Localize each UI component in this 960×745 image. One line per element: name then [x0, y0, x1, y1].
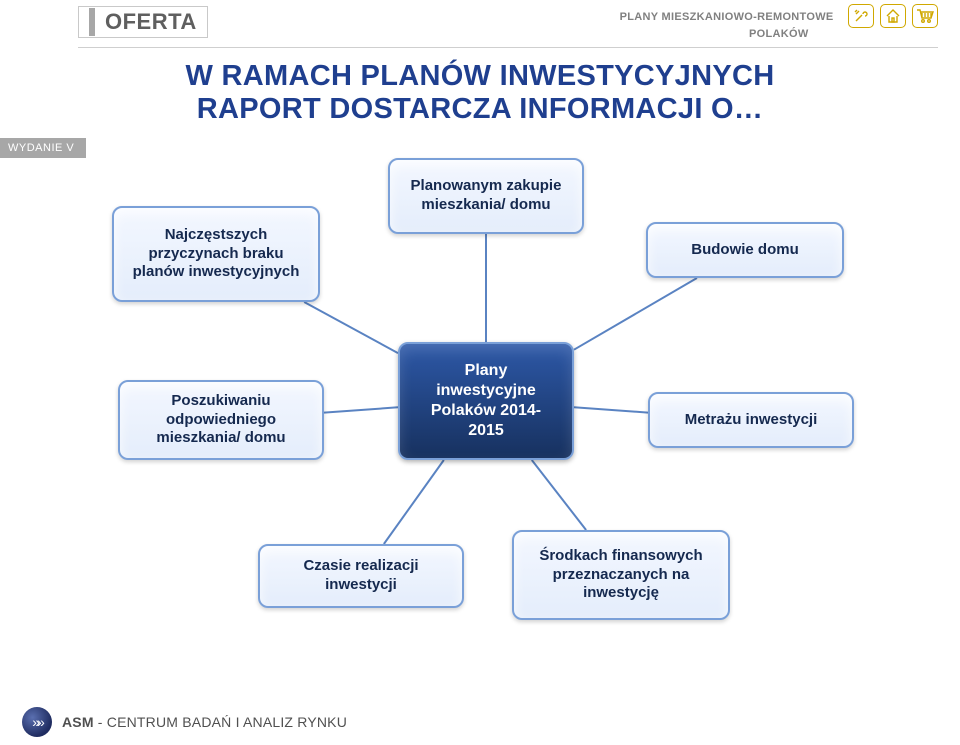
header-icon-row [848, 4, 938, 28]
diagram-node-4: Poszukiwaniu odpowiedniego mieszkania/ d… [118, 380, 324, 460]
diagram-edge-5 [574, 407, 648, 412]
offer-tab-bar [89, 8, 95, 36]
header-divider [78, 47, 938, 48]
footer-company: ASM - CENTRUM BADAŃ I ANALIZ RYNKU [62, 714, 347, 730]
diagram-node-3: Budowie domu [646, 222, 844, 278]
tools-icon [848, 4, 874, 28]
diagram-edge-4 [324, 407, 398, 412]
diagram-canvas: Plany inwestycyjne Polaków 2014-2015 Najc… [0, 150, 960, 710]
header-title-line2: POLAKÓW [620, 28, 938, 40]
diagram-node-5: Metrażu inwestycji [648, 392, 854, 448]
offer-tab-label: OFERTA [105, 9, 197, 35]
diagram-edge-1 [304, 302, 398, 353]
diagram-edge-7 [532, 460, 586, 530]
title-line-2: RAPORT DOSTARCZA INFORMACJI O… [0, 93, 960, 126]
footer-company-bold: ASM [62, 714, 94, 730]
header-right: PLANY MIESZKANIOWO-REMONTOWE POLAKÓW [620, 4, 938, 40]
diagram-node-1: Najczęstszych przyczynach braku planów i… [112, 206, 320, 302]
house-icon [880, 4, 906, 28]
offer-tab: OFERTA [78, 6, 208, 38]
footer: »» ASM - CENTRUM BADAŃ I ANALIZ RYNKU [22, 707, 347, 737]
page-title: W RAMACH PLANÓW INWESTYCYJNYCH RAPORT DO… [0, 60, 960, 126]
diagram-hub-node: Plany inwestycyjne Polaków 2014-2015 [398, 342, 574, 460]
diagram-node-2: Planowanym zakupie mieszkania/ domu [388, 158, 584, 234]
header-title-line1: PLANY MIESZKANIOWO-REMONTOWE [620, 11, 834, 23]
diagram-edge-6 [384, 460, 444, 544]
diagram-edge-3 [574, 278, 697, 350]
title-line-1: W RAMACH PLANÓW INWESTYCYJNYCH [0, 60, 960, 93]
footer-logo-icon: »» [22, 707, 52, 737]
diagram-node-7: Środkach finansowych przeznaczanych na i… [512, 530, 730, 620]
diagram-node-6: Czasie realizacji inwestycji [258, 544, 464, 608]
footer-company-rest: - CENTRUM BADAŃ I ANALIZ RYNKU [94, 714, 347, 730]
cart-icon [912, 4, 938, 28]
